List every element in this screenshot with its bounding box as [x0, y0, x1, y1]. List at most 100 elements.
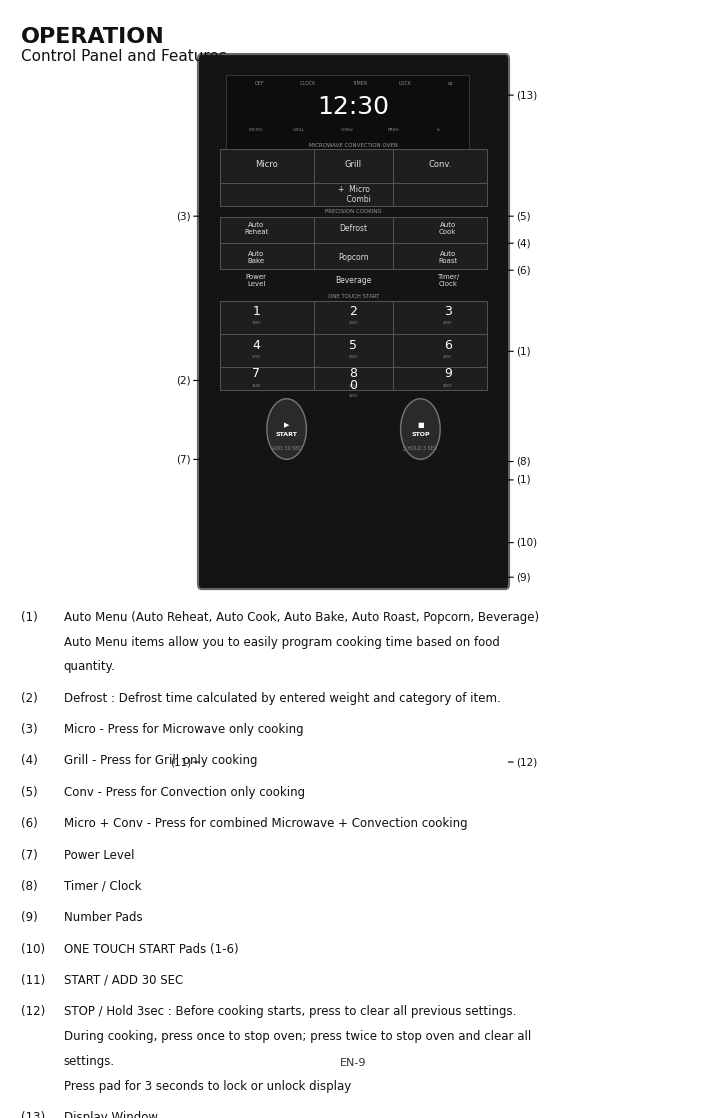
Text: (9): (9) [21, 911, 38, 925]
Text: 1: 1 [252, 304, 260, 318]
Text: Timer/
Clock: Timer/ Clock [437, 274, 459, 287]
Text: (11): (11) [21, 974, 45, 987]
Text: Conv.: Conv. [428, 160, 452, 169]
Text: 275F: 275F [252, 354, 261, 359]
Text: (10): (10) [516, 538, 537, 548]
Text: Timer / Clock: Timer / Clock [64, 880, 141, 893]
Text: oz: oz [448, 80, 454, 86]
FancyBboxPatch shape [220, 301, 487, 390]
Text: (7): (7) [176, 454, 191, 464]
Text: (10): (10) [21, 942, 45, 956]
FancyBboxPatch shape [220, 217, 487, 269]
Text: (3): (3) [21, 723, 38, 736]
Text: (13): (13) [516, 91, 537, 101]
Circle shape [267, 399, 306, 459]
Text: +  Micro
    Combi: + Micro Combi [337, 184, 370, 205]
Text: STOP / Hold 3sec : Before cooking starts, press to clear all previous settings.: STOP / Hold 3sec : Before cooking starts… [64, 1005, 516, 1018]
Text: Micro: Micro [255, 160, 279, 169]
Text: ONE TOUCH START: ONE TOUCH START [328, 294, 379, 299]
Text: 425F: 425F [349, 394, 358, 398]
Text: Micro - Press for Microwave only cooking: Micro - Press for Microwave only cooking [64, 723, 303, 736]
Text: (6): (6) [21, 817, 38, 831]
Text: ▶: ▶ [284, 423, 289, 428]
Text: MICRO: MICRO [249, 129, 264, 132]
Circle shape [401, 399, 440, 459]
Text: (13): (13) [21, 1111, 45, 1118]
Text: 350F: 350F [252, 383, 261, 388]
Text: Auto
Roast: Auto Roast [438, 250, 457, 264]
Text: During cooking, press once to stop oven; press twice to stop oven and clear all: During cooking, press once to stop oven;… [64, 1030, 531, 1043]
Text: PREH: PREH [387, 129, 399, 132]
Text: MICROWAVE CONVECTION OVEN: MICROWAVE CONVECTION OVEN [309, 143, 398, 149]
Text: (12): (12) [516, 757, 537, 767]
Text: 300F: 300F [349, 354, 358, 359]
Text: 🔒 HOLD 3 SEC: 🔒 HOLD 3 SEC [403, 446, 438, 451]
Text: 7: 7 [252, 368, 260, 380]
Text: ONE TOUCH START Pads (1-6): ONE TOUCH START Pads (1-6) [64, 942, 238, 956]
Text: Number Pads: Number Pads [64, 911, 142, 925]
Text: CLOCK: CLOCK [300, 80, 316, 86]
Text: 3: 3 [444, 304, 452, 318]
Text: 200F: 200F [349, 321, 358, 324]
Text: LOCK: LOCK [399, 80, 411, 86]
FancyBboxPatch shape [220, 149, 487, 206]
Text: lb: lb [437, 129, 440, 132]
Text: (1): (1) [21, 610, 38, 624]
Text: GRILL: GRILL [293, 129, 305, 132]
Text: Auto
Bake: Auto Bake [247, 250, 265, 264]
Text: ■: ■ [417, 423, 423, 428]
Text: EN-9: EN-9 [340, 1058, 367, 1068]
Text: Beverage: Beverage [335, 276, 372, 285]
Text: 2: 2 [349, 304, 358, 318]
Text: START / ADD 30 SEC: START / ADD 30 SEC [64, 974, 183, 987]
Text: (12): (12) [21, 1005, 45, 1018]
Text: quantity.: quantity. [64, 661, 115, 673]
Text: 6: 6 [444, 339, 452, 352]
Text: Auto
Reheat: Auto Reheat [244, 222, 269, 235]
Text: (4): (4) [516, 238, 531, 248]
Text: (8): (8) [21, 880, 38, 893]
Text: 8: 8 [349, 368, 358, 380]
Text: Power
Level: Power Level [246, 274, 267, 287]
Text: Defrost: Defrost [339, 225, 368, 234]
Text: Conv - Press for Convection only cooking: Conv - Press for Convection only cooking [64, 786, 305, 799]
Text: (4): (4) [21, 755, 38, 767]
Text: Auto Menu items allow you to easily program cooking time based on food: Auto Menu items allow you to easily prog… [64, 635, 500, 648]
Text: Display Window: Display Window [64, 1111, 158, 1118]
Text: 9: 9 [444, 368, 452, 380]
Text: (2): (2) [176, 376, 191, 386]
Text: Grill: Grill [345, 160, 362, 169]
Text: START: START [276, 432, 298, 437]
Text: (5): (5) [21, 786, 38, 799]
Text: PRECISION COOKING: PRECISION COOKING [325, 209, 382, 214]
Text: Grill - Press for Grill only cooking: Grill - Press for Grill only cooking [64, 755, 257, 767]
Text: 325F: 325F [443, 354, 452, 359]
Text: settings.: settings. [64, 1055, 115, 1068]
Text: Control Panel and Features: Control Panel and Features [21, 49, 227, 64]
Text: (5): (5) [516, 211, 531, 221]
FancyBboxPatch shape [226, 75, 469, 174]
Text: Auto
Cook: Auto Cook [439, 222, 457, 235]
Text: ADD 30 SEC: ADD 30 SEC [271, 446, 301, 451]
Text: Micro + Conv - Press for combined Microwave + Convection cooking: Micro + Conv - Press for combined Microw… [64, 817, 467, 831]
Text: TIMER: TIMER [352, 80, 367, 86]
Text: Power Level: Power Level [64, 849, 134, 862]
Text: OPERATION: OPERATION [21, 27, 165, 47]
Text: 100F: 100F [252, 321, 261, 324]
Text: (9): (9) [516, 572, 531, 582]
Text: DEF: DEF [255, 80, 264, 86]
Text: (6): (6) [516, 265, 531, 275]
Text: 0: 0 [349, 379, 358, 392]
Text: 12:30: 12:30 [317, 95, 390, 119]
Text: 375F: 375F [349, 383, 358, 388]
Text: (11): (11) [170, 757, 191, 767]
Text: 400F: 400F [443, 383, 452, 388]
Text: (3): (3) [176, 211, 191, 221]
Text: 5: 5 [349, 339, 358, 352]
Text: (1): (1) [516, 475, 531, 485]
Text: (2): (2) [21, 692, 38, 704]
Text: 4: 4 [252, 339, 260, 352]
Text: STOP: STOP [411, 432, 430, 437]
Text: (7): (7) [21, 849, 38, 862]
Text: Defrost : Defrost time calculated by entered weight and category of item.: Defrost : Defrost time calculated by ent… [64, 692, 501, 704]
